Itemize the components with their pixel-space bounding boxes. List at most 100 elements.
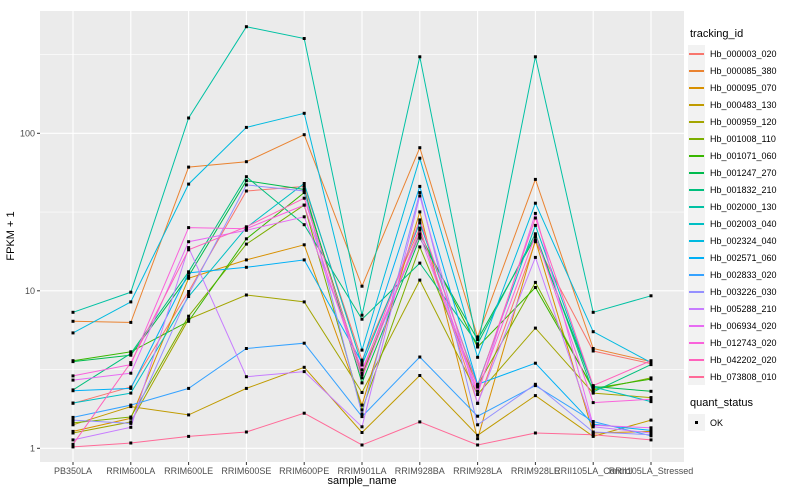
legend-entry-label: OK xyxy=(710,417,724,428)
data-point xyxy=(418,355,422,359)
legend-key-swatch xyxy=(688,96,705,113)
data-point xyxy=(360,313,364,317)
data-point xyxy=(649,426,653,430)
data-point xyxy=(302,411,306,415)
x-tick-label: RRIM600PE xyxy=(279,466,329,476)
data-point xyxy=(360,368,364,372)
legend-entry-label: Hb_000959_120 xyxy=(710,116,777,127)
data-point xyxy=(302,196,306,200)
legend-entry: Hb_001071_060 xyxy=(688,147,800,164)
data-point xyxy=(360,358,364,362)
data-point xyxy=(129,371,133,375)
data-point xyxy=(71,415,75,419)
data-point xyxy=(649,363,653,367)
data-point xyxy=(591,420,595,423)
legend-key-swatch xyxy=(688,317,705,334)
legend-key-swatch xyxy=(688,198,705,215)
legend-key-swatch xyxy=(688,414,705,431)
data-point xyxy=(591,347,595,350)
legend-key-swatch xyxy=(688,266,705,283)
data-point xyxy=(129,441,133,445)
x-tick-label: RRII105LA_Stressed xyxy=(609,466,694,476)
legend-entry: Hb_002571_060 xyxy=(688,249,800,266)
legend-line-icon xyxy=(689,205,704,208)
data-point xyxy=(591,384,595,388)
x-tick-label: RRII105LA_Control xyxy=(554,466,632,476)
data-point xyxy=(649,400,653,404)
data-point xyxy=(360,371,364,375)
data-point xyxy=(476,338,480,342)
legend-quant-status: quant_status OK xyxy=(688,397,800,431)
data-point xyxy=(360,363,364,367)
legend-line-icon xyxy=(689,154,704,157)
data-point xyxy=(129,415,133,419)
legend-line-icon xyxy=(689,375,704,378)
legend-entry: Hb_001008_110 xyxy=(688,130,800,147)
legend-entry-quant: OK xyxy=(688,414,800,431)
data-point xyxy=(360,373,364,377)
data-point xyxy=(187,290,191,293)
black-square-point-icon xyxy=(695,421,698,424)
data-point xyxy=(244,293,248,297)
legend-entry: Hb_073808_010 xyxy=(688,368,800,385)
data-point xyxy=(360,425,364,429)
data-point xyxy=(360,391,364,394)
y-tick-label: 10 xyxy=(25,286,35,296)
data-point xyxy=(418,420,422,424)
legend-key-swatch xyxy=(688,147,705,164)
data-point xyxy=(302,189,306,193)
legend-entry: Hb_005288_210 xyxy=(688,300,800,317)
y-tick-label: 100 xyxy=(20,128,35,138)
data-point xyxy=(129,350,133,354)
data-point xyxy=(302,258,306,262)
data-point xyxy=(533,394,537,398)
legend-key-swatch xyxy=(688,215,705,232)
legend-line-icon xyxy=(689,324,704,327)
data-point xyxy=(591,433,595,437)
data-point xyxy=(418,245,422,249)
data-point xyxy=(418,146,422,150)
legend-entry: Hb_000483_130 xyxy=(688,96,800,113)
data-point xyxy=(187,386,191,390)
legend-title-quant-status: quant_status xyxy=(690,397,753,409)
data-point xyxy=(649,377,653,381)
legend-line-icon xyxy=(689,256,704,259)
data-point xyxy=(418,374,422,377)
legend-items: Hb_000003_020 Hb_000085_380 Hb_000095_070 H… xyxy=(688,45,800,385)
data-point xyxy=(302,215,306,219)
data-point xyxy=(302,133,306,137)
data-point xyxy=(476,401,480,405)
data-point xyxy=(533,177,537,181)
data-point xyxy=(129,425,133,429)
data-point xyxy=(71,310,75,314)
data-point xyxy=(533,235,537,239)
data-point xyxy=(71,445,75,449)
data-point xyxy=(302,300,306,304)
data-point xyxy=(418,278,422,282)
legend-entry-label: Hb_000003_020 xyxy=(710,48,777,59)
data-point xyxy=(302,223,306,227)
legend-line-icon xyxy=(689,358,704,361)
legend-entry-label: Hb_003226_030 xyxy=(710,286,777,297)
legend-line-icon xyxy=(689,188,704,191)
data-point xyxy=(476,433,480,437)
data-point xyxy=(187,413,191,417)
data-point xyxy=(418,191,422,195)
legend-key-swatch xyxy=(688,79,705,96)
data-point xyxy=(649,428,653,432)
data-point xyxy=(533,238,537,242)
legend-entry: Hb_006934_020 xyxy=(688,317,800,334)
data-point xyxy=(302,243,306,247)
data-point xyxy=(360,317,364,321)
legend-entry: Hb_002000_130 xyxy=(688,198,800,215)
legend-line-icon xyxy=(689,69,704,72)
data-point xyxy=(187,116,191,120)
legend-line-icon xyxy=(689,86,704,89)
legend-entry-label: Hb_001071_060 xyxy=(710,150,777,161)
data-point xyxy=(129,352,133,355)
data-point xyxy=(244,375,248,379)
legend-entry-label: Hb_002833_020 xyxy=(710,269,777,280)
data-point xyxy=(476,414,480,418)
